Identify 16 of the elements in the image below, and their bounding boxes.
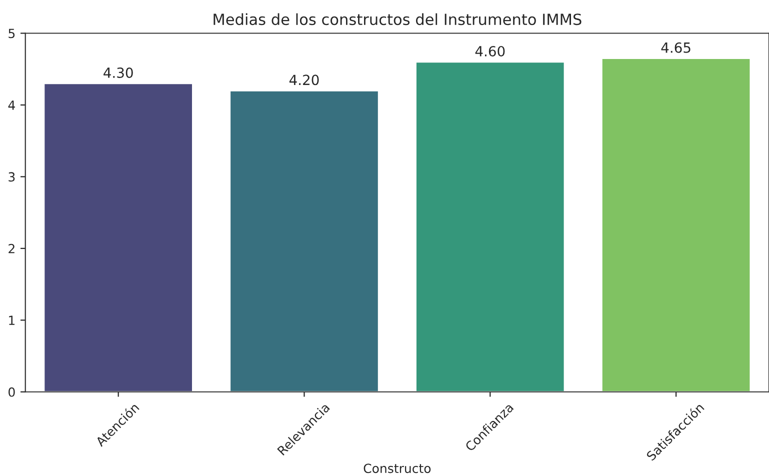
x-axis-title: Constructo xyxy=(364,464,431,474)
y-tick-label: 2 xyxy=(8,244,14,254)
data-label: 4.20 xyxy=(289,74,319,86)
bar xyxy=(600,58,752,392)
y-tick-label: 4 xyxy=(8,100,15,110)
bar xyxy=(229,90,380,392)
data-label: 4.60 xyxy=(475,46,505,56)
y-tick-label: 1 xyxy=(9,316,14,325)
bar xyxy=(43,82,194,392)
chart-title: Medias de los constructos del Instrumento IMMS xyxy=(214,13,582,26)
data-label: 4.65 xyxy=(661,42,690,53)
data-label: 4.30 xyxy=(104,67,133,78)
bar xyxy=(415,61,566,392)
y-tick-label: 3 xyxy=(8,172,15,182)
y-tick-label: 0 xyxy=(8,387,15,397)
y-tick-label: 5 xyxy=(8,28,15,38)
